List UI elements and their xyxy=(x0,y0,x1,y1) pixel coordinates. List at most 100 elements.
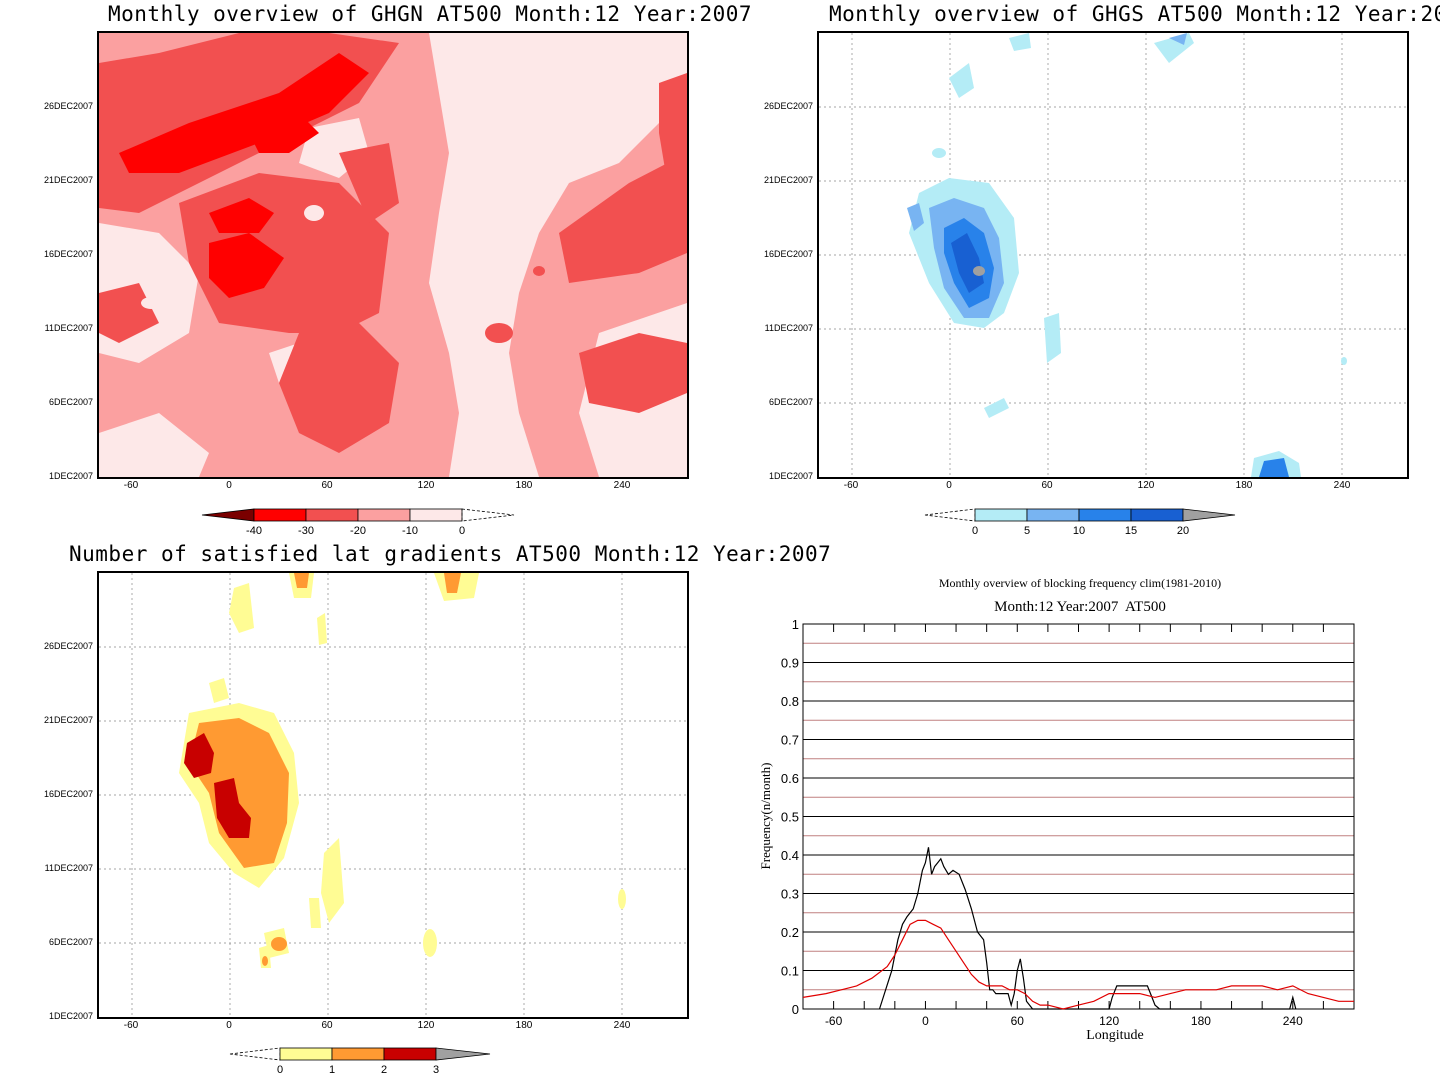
plot-area-ghgs xyxy=(817,31,1409,479)
y-tick-label: 21DEC2007 xyxy=(43,715,93,725)
y-tick-label: 11DEC2007 xyxy=(764,323,813,333)
y-tick-label: 26DEC2007 xyxy=(763,101,813,111)
y-tick-label: 6DEC2007 xyxy=(768,397,813,407)
colorbar-swatch xyxy=(229,1047,281,1061)
y-tick-label: 0.8 xyxy=(781,694,799,709)
x-tick-label: 240 xyxy=(1283,1014,1303,1028)
colorbar-swatch xyxy=(305,508,359,522)
y-tick-label: 16DEC2007 xyxy=(43,789,93,799)
y-tick-label: 26DEC2007 xyxy=(43,641,93,651)
x-axis-label: Longitude xyxy=(1086,1028,1144,1043)
y-tick-label: 16DEC2007 xyxy=(43,249,93,259)
colorbar-label: -10 xyxy=(402,525,418,537)
x-tick-label: 0 xyxy=(922,1014,929,1028)
x-tick-label: 120 xyxy=(417,1020,435,1031)
plot-area-ghgn xyxy=(97,31,689,479)
colorbar-swatch xyxy=(409,508,463,522)
y-tick-label: 1 xyxy=(792,617,799,632)
blocking-line-chart: 0 0.1 0.2 0.3 0.4 0.5 0.6 0.7 0.8 0.9 1 -60 0 60 120 18… xyxy=(758,617,1355,1043)
x-tick-label: 240 xyxy=(613,1020,631,1031)
x-tick-label: -60 xyxy=(825,1014,843,1028)
y-tick-label: 11DEC2007 xyxy=(44,863,93,873)
x-tick-label: -60 xyxy=(123,480,139,491)
y-tick-label: 0.3 xyxy=(781,887,799,902)
colorbar-swatch xyxy=(357,508,411,522)
x-tick-label: -60 xyxy=(843,480,859,491)
y-tick-label: 6DEC2007 xyxy=(48,937,93,947)
x-tick-label: 240 xyxy=(1333,480,1351,491)
colorbar-ghgs: 0 5 10 15 20 xyxy=(924,508,1236,537)
y-axis-label: Frequency(n/month) xyxy=(758,763,773,870)
colorbar-swatch xyxy=(435,1047,491,1061)
y-tick-label: 0 xyxy=(792,1002,799,1017)
colorbar-gradients: 0 1 2 3 xyxy=(229,1047,491,1076)
colorbar-label: 2 xyxy=(381,1064,387,1076)
y-tick-label: 1DEC2007 xyxy=(48,1011,93,1021)
colorbar-label: -20 xyxy=(350,525,366,537)
x-tick-label: 120 xyxy=(1137,480,1155,491)
colorbar-swatch xyxy=(383,1047,437,1061)
x-tick-label: 60 xyxy=(1011,1014,1025,1028)
chart-title-gradients: Number of satisfied lat gradients AT500 … xyxy=(69,542,832,566)
colorbar-label: 0 xyxy=(277,1064,283,1076)
y-tick-label: 21DEC2007 xyxy=(763,175,813,185)
colorbar-swatch xyxy=(974,508,1028,522)
colorbar-swatch xyxy=(1182,508,1236,522)
x-tick-label: 180 xyxy=(515,1020,533,1031)
colorbar-label: 1 xyxy=(329,1064,335,1076)
ghgs-field xyxy=(819,33,1407,477)
x-tick-label: 60 xyxy=(321,480,333,491)
y-tick-label: 11DEC2007 xyxy=(44,323,93,333)
x-tick-label: 120 xyxy=(417,480,435,491)
chart-title-blocking: Monthly overview of blocking frequency c… xyxy=(938,576,1222,590)
y-tick-label: 0.1 xyxy=(781,964,799,979)
chart-title-ghgs: Monthly overview of GHGS AT500 Month:12 … xyxy=(829,2,1440,26)
y-tick-label: 0.2 xyxy=(781,925,799,940)
chart-subtitle-blocking: Month:12 Year:2007 AT500 xyxy=(994,599,1166,615)
colorbar-swatch xyxy=(253,508,307,522)
y-tick-label: 0.6 xyxy=(781,771,799,786)
colorbar-swatch xyxy=(924,508,976,522)
x-tick-label: 0 xyxy=(226,1020,232,1031)
chart-title-ghgn: Monthly overview of GHGN AT500 Month:12 … xyxy=(108,2,753,26)
colorbar-swatch xyxy=(1130,508,1184,522)
colorbar-swatch xyxy=(1026,508,1080,522)
colorbar-label: 20 xyxy=(1177,525,1189,537)
colorbar-label: 0 xyxy=(972,525,978,537)
y-tick-label: 0.7 xyxy=(781,733,799,748)
plot-area-gradients xyxy=(97,571,689,1019)
colorbar-swatch xyxy=(201,508,255,522)
colorbar-swatch xyxy=(461,508,515,522)
colorbar-label: 3 xyxy=(433,1064,439,1076)
x-tick-label: 240 xyxy=(613,480,631,491)
x-tick-label: 120 xyxy=(1099,1014,1119,1028)
x-tick-label: 0 xyxy=(946,480,952,491)
x-tick-label: 60 xyxy=(321,1020,333,1031)
y-tick-label: 0.4 xyxy=(781,848,799,863)
x-tick-label: 60 xyxy=(1041,480,1053,491)
colorbar-label: 10 xyxy=(1073,525,1085,537)
x-tick-label: -60 xyxy=(123,1020,139,1031)
colorbar-swatch xyxy=(331,1047,385,1061)
y-tick-label: 16DEC2007 xyxy=(763,249,813,259)
y-tick-label: 0.5 xyxy=(781,810,799,825)
y-tick-label: 1DEC2007 xyxy=(48,471,93,481)
ghgn-field xyxy=(99,33,687,477)
x-tick-label: 0 xyxy=(226,480,232,491)
y-tick-label: 6DEC2007 xyxy=(48,397,93,407)
colorbar-label: -40 xyxy=(246,525,262,537)
x-tick-label: 180 xyxy=(1235,480,1253,491)
x-tick-label: 180 xyxy=(515,480,533,491)
colorbar-swatch xyxy=(1078,508,1132,522)
colorbar-label: 0 xyxy=(459,525,465,537)
y-tick-label: 21DEC2007 xyxy=(43,175,93,185)
y-tick-label: 1DEC2007 xyxy=(768,471,813,481)
series-line-1 xyxy=(802,919,1354,1010)
colorbar-label: -30 xyxy=(298,525,314,537)
colorbar-swatch xyxy=(279,1047,333,1061)
y-tick-label: 26DEC2007 xyxy=(43,101,93,111)
colorbar-ghgn: -40 -30 -20 -10 0 xyxy=(201,508,515,537)
colorbar-label: 15 xyxy=(1125,525,1137,537)
colorbar-label: 5 xyxy=(1024,525,1030,537)
y-tick-label: 0.9 xyxy=(781,656,799,671)
